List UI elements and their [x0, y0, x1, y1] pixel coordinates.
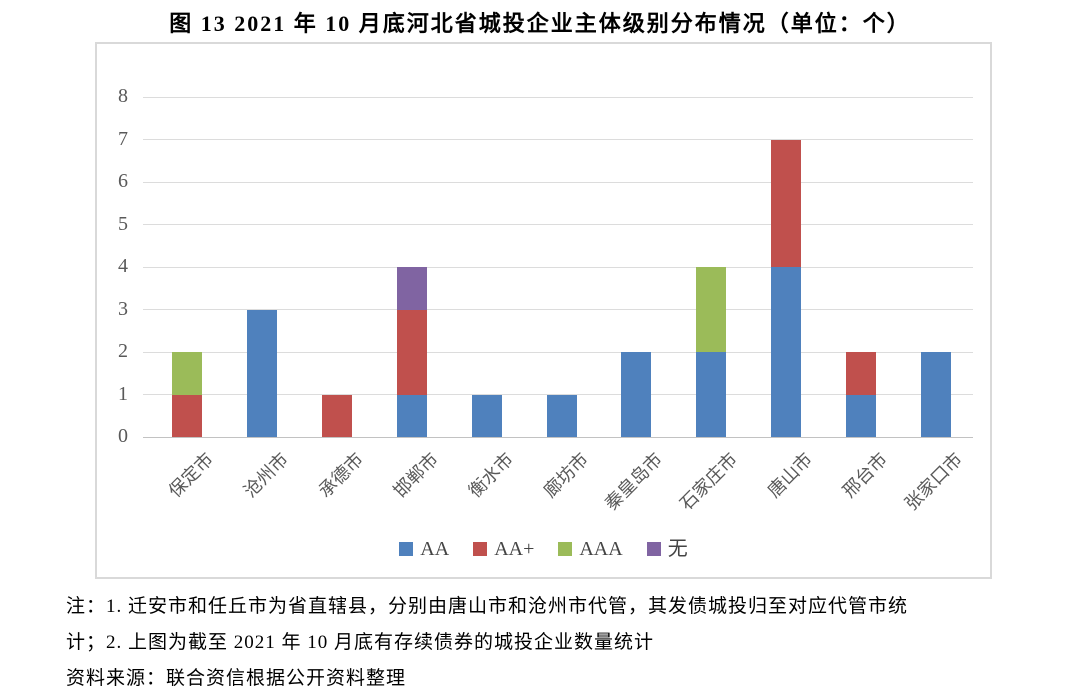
y-axis-tick-label-0: 0: [118, 425, 128, 448]
bar-segment-AA-廊坊市: [546, 394, 577, 437]
bar-segment-AA-石家庄市: [696, 352, 727, 437]
x-axis-label-石家庄市: 石家庄市: [676, 449, 742, 515]
y-axis-tick-label-1: 1: [118, 382, 128, 405]
note-line-2: 计；2. 上图为截至 2021 年 10 月底有存续债券的城投企业数量统计: [66, 632, 655, 653]
bar-segment-AA-沧州市: [247, 309, 278, 437]
y-axis-tick-label-8: 8: [118, 85, 128, 108]
x-axis-label-衡水市: 衡水市: [464, 449, 517, 502]
legend-item-AA: AA: [399, 539, 449, 559]
gridline-y-0: [143, 436, 973, 438]
legend-swatch-无: [646, 542, 661, 556]
gridline-y-7: [143, 139, 973, 140]
bar-segment-AA+-唐山市: [770, 139, 801, 267]
y-axis-tick-label-6: 6: [118, 170, 128, 193]
bar-segment-AA-邯郸市: [396, 394, 427, 437]
bar-segment-无-邯郸市: [396, 267, 427, 310]
figure-title: 图 13 2021 年 10 月底河北省城投企业主体级别分布情况（单位：个）: [169, 11, 911, 36]
legend-swatch-AA: [399, 542, 414, 556]
y-axis-tick-label-3: 3: [118, 297, 128, 320]
bar-segment-AA+-邯郸市: [396, 309, 427, 395]
legend-swatch-AAA: [558, 542, 573, 556]
y-axis-tick-label-5: 5: [118, 212, 128, 235]
legend-item-AA+: AA+: [473, 539, 534, 559]
plot-area: 0 1 2 3 4 5 6 7 8 保定市 沧州市 承德市 邯郸市 衡水市 廊坊市 秦皇岛市 石家庄市 唐山市 邢台…: [118, 85, 973, 514]
legend-item-AAA: AAA: [558, 538, 623, 560]
gridline-y-3: [143, 309, 973, 310]
bar-segment-AA+-邢台市: [845, 352, 876, 395]
gridline-y-6: [143, 181, 973, 183]
bar-segment-AAA-石家庄市: [696, 267, 727, 352]
gridline-y-8: [143, 96, 973, 98]
bar-segment-AA+-承德市: [322, 394, 353, 437]
x-axis-label-唐山市: 唐山市: [763, 449, 817, 502]
gridline-y-2: [143, 351, 973, 353]
x-axis-label-沧州市: 沧州市: [240, 449, 293, 502]
legend-label-无: 无: [667, 538, 688, 560]
note-line-1: 注：1. 迁安市和任丘市为省直辖县，分别由唐山市和沧州市代管，其发债城投归至对应…: [66, 596, 909, 617]
bar-segment-AA-邢台市: [845, 394, 876, 437]
y-axis-tick-label-2: 2: [118, 340, 128, 363]
bar-segment-AA-衡水市: [471, 394, 502, 437]
bar-segment-AA-唐山市: [770, 267, 801, 437]
chart-frame: 0 1 2 3 4 5 6 7 8 保定市 沧州市 承德市 邯郸市 衡水市 廊坊市 秦皇岛市 石家庄市 唐山市 邢台…: [95, 42, 992, 579]
legend-label-AA+: AA+: [494, 538, 535, 560]
y-axis-tick-label-4: 4: [118, 255, 128, 278]
x-axis-label-承德市: 承德市: [314, 449, 368, 502]
gridline-y-4: [143, 266, 973, 268]
x-axis-label-廊坊市: 廊坊市: [539, 449, 592, 502]
bar-segment-AA+-保定市: [172, 394, 203, 437]
x-axis-label-秦皇岛市: 秦皇岛市: [601, 449, 667, 515]
x-axis-label-保定市: 保定市: [165, 449, 218, 502]
x-axis-label-邯郸市: 邯郸市: [389, 449, 443, 502]
legend-label-AAA: AAA: [579, 538, 623, 560]
y-axis-tick-label-7: 7: [118, 127, 128, 150]
note-source: 资料来源：联合资信根据公开资料整理: [66, 668, 407, 689]
notes-block: 注：1. 迁安市和任丘市为省直辖县，分别由唐山市和沧州市代管，其发债城投归至对应…: [66, 589, 1026, 697]
x-axis-label-邢台市: 邢台市: [838, 449, 891, 502]
bar-segment-AAA-保定市: [172, 352, 203, 395]
legend-label-AA: AA: [420, 538, 450, 560]
bar-segment-AA-秦皇岛市: [621, 352, 652, 437]
gridline-y-5: [143, 224, 973, 225]
legend-item-无: 无: [646, 538, 688, 560]
chart-legend: AA AA+ AAA 无: [97, 536, 990, 562]
bar-segment-AA-张家口市: [920, 352, 951, 437]
legend-swatch-AA+: [473, 542, 488, 556]
x-axis-label-张家口市: 张家口市: [900, 449, 966, 515]
